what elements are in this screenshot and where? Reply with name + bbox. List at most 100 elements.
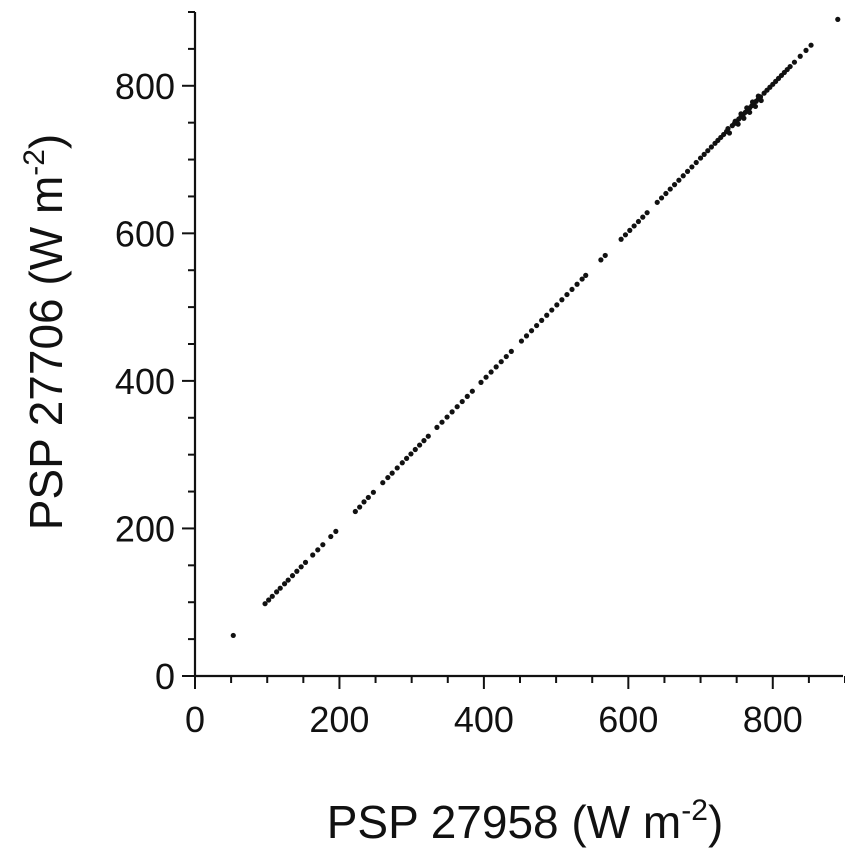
data-point <box>758 97 764 104</box>
data-point <box>598 257 604 263</box>
data-point <box>404 455 410 461</box>
data-point <box>503 353 509 360</box>
data-point <box>328 533 334 540</box>
data-point <box>559 297 565 303</box>
data-point <box>294 568 300 574</box>
data-point <box>488 369 494 375</box>
data-point <box>508 348 514 354</box>
data-point <box>640 214 646 220</box>
data-point <box>389 470 395 476</box>
y-axis-title-close: ) <box>20 134 72 149</box>
data-point <box>569 286 575 293</box>
data-point <box>459 398 465 405</box>
data-point <box>412 446 418 453</box>
data-point <box>708 144 714 150</box>
data-point <box>684 168 691 174</box>
data-point <box>663 190 669 197</box>
data-point <box>602 252 608 259</box>
data-point <box>744 105 750 111</box>
data-point <box>394 465 400 471</box>
data-point <box>269 593 275 599</box>
data-point <box>755 93 761 99</box>
data-point <box>631 223 637 229</box>
x-tick-label: 0 <box>185 699 205 740</box>
data-point <box>444 414 450 420</box>
data-point <box>738 111 744 117</box>
data-point <box>449 409 455 415</box>
data-point <box>725 125 731 132</box>
data-point <box>667 186 673 192</box>
data-point <box>262 601 268 607</box>
y-tick-label: 0 <box>155 656 175 697</box>
data-point <box>705 148 711 154</box>
data-point <box>493 364 499 370</box>
data-point <box>439 419 445 425</box>
data-point <box>741 115 747 121</box>
y-axis-title: PSP 27706 (W m-2) <box>18 134 72 531</box>
y-tick-label: 600 <box>115 213 175 254</box>
data-point <box>361 499 367 505</box>
data-point <box>523 333 530 339</box>
data-point <box>302 559 309 565</box>
x-axis-title-main: PSP 27958 (W m <box>327 796 682 848</box>
data-point <box>333 528 339 534</box>
data-point <box>676 177 682 183</box>
data-point <box>697 155 704 161</box>
data-point <box>564 291 570 298</box>
data-point <box>658 195 665 201</box>
data-point <box>298 564 304 570</box>
data-point <box>370 489 376 495</box>
x-axis-ticks: 0 200 400 600 800 <box>185 676 845 740</box>
data-point <box>671 182 678 188</box>
x-axis-title-close: ) <box>708 796 723 848</box>
data-point <box>549 307 555 313</box>
data-point <box>644 210 650 216</box>
x-tick-label: 600 <box>598 699 658 740</box>
data-point <box>534 322 540 329</box>
data-point <box>726 130 733 136</box>
data-point <box>791 59 798 65</box>
data-point <box>425 433 431 439</box>
data-point <box>654 199 660 205</box>
y-tick-label: 800 <box>115 66 175 107</box>
x-tick-label: 400 <box>454 699 514 740</box>
data-point <box>417 442 423 448</box>
data-point <box>635 218 642 225</box>
data-point <box>689 164 695 170</box>
data-point <box>469 388 475 394</box>
data-point <box>454 404 460 410</box>
data-point <box>787 63 793 70</box>
data-point <box>478 379 484 385</box>
data-point <box>266 597 272 603</box>
data-point <box>385 474 391 481</box>
data-point <box>498 359 504 365</box>
data-point <box>518 338 525 344</box>
x-tick-label: 800 <box>743 699 803 740</box>
data-point <box>749 99 756 105</box>
data-point <box>539 317 545 323</box>
y-axis-title-superscript: -2 <box>18 149 51 176</box>
y-axis-ticks: 0 200 400 600 800 <box>115 11 195 697</box>
data-point <box>357 504 363 510</box>
data-point <box>735 121 741 127</box>
data-point <box>701 151 707 157</box>
data-point <box>583 272 589 278</box>
data-point <box>808 42 814 48</box>
data-point <box>618 236 624 242</box>
data-point <box>315 547 321 553</box>
y-axis-title-main: PSP 27706 (W m <box>20 176 72 531</box>
data-point <box>310 552 316 558</box>
data-point <box>544 312 550 318</box>
data-point <box>320 542 326 548</box>
y-tick-label: 400 <box>115 361 175 402</box>
data-point <box>554 302 560 308</box>
data-point <box>574 281 580 287</box>
plot-area: 0 200 400 600 800 0 200 400 600 800 <box>115 11 845 740</box>
data-point <box>803 47 809 53</box>
data-point <box>835 16 841 22</box>
data-point <box>365 494 371 501</box>
data-point <box>680 173 686 179</box>
x-tick-label: 200 <box>309 699 369 740</box>
data-point <box>693 159 699 166</box>
